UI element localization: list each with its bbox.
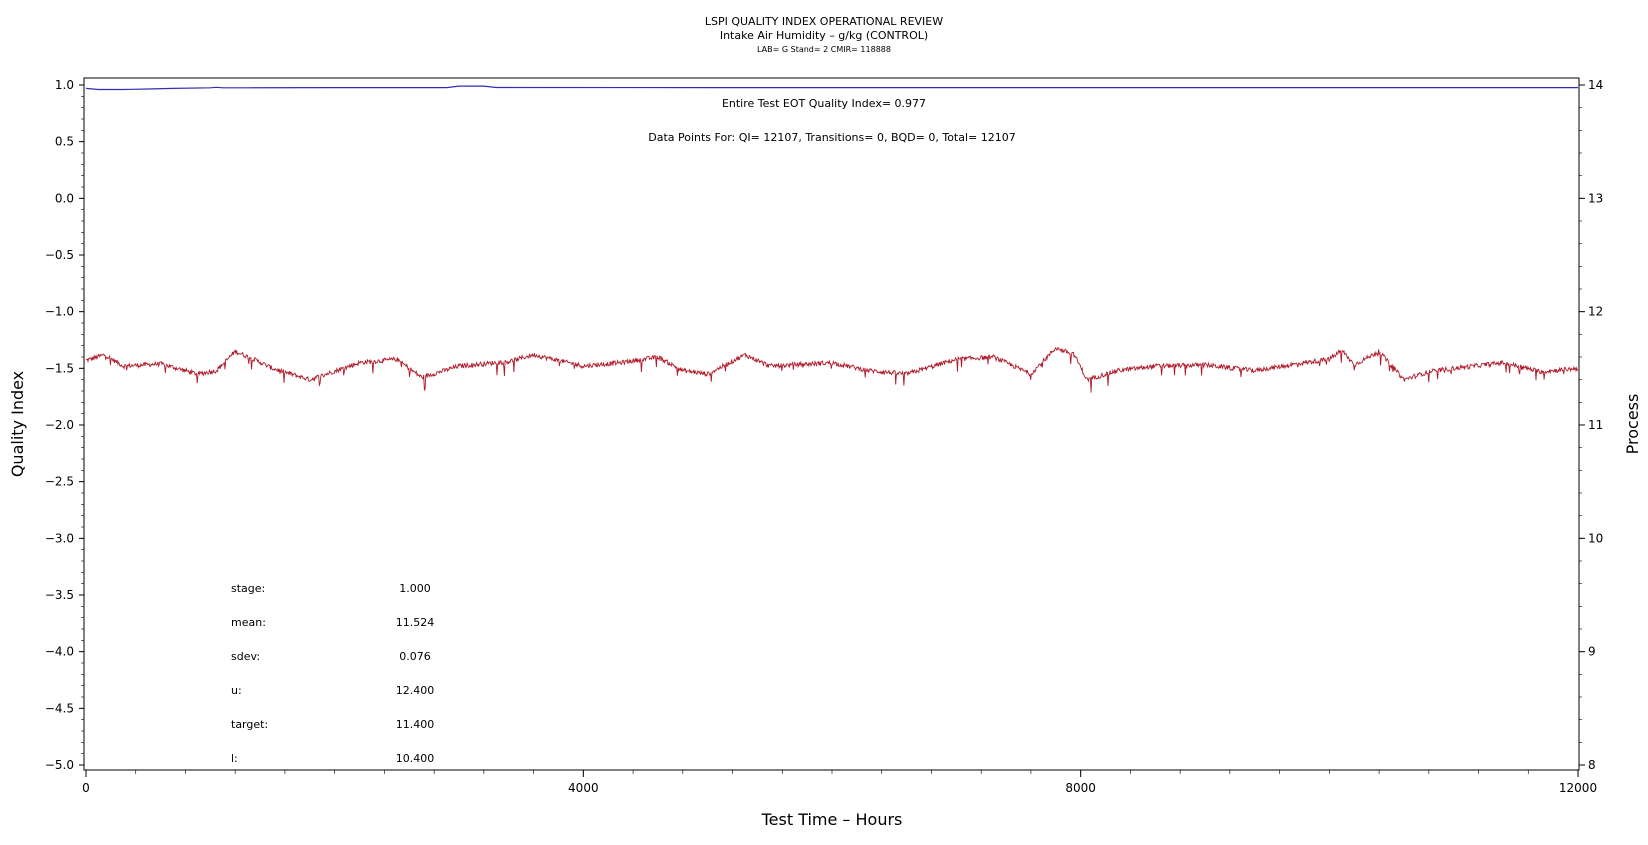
x-tick-label: 12000 xyxy=(1559,781,1597,795)
stat-value: 11.400 xyxy=(396,718,435,731)
stat-value: 1.000 xyxy=(399,582,431,595)
y-tick-label: −2.0 xyxy=(45,418,74,432)
y2-tick-label: 13 xyxy=(1588,191,1603,205)
stats-block: stage: 1.000 mean: 11.524 sdev: 0.076 u: 12.400… xyxy=(231,582,434,765)
x-axis-ticks: 0 4000 8000 12000 xyxy=(82,770,1597,795)
y2-axis-ticks: 14 13 12 11 10 9 8 xyxy=(1579,78,1603,772)
eot-annotation: Entire Test EOT Quality Index= 0.977 xyxy=(722,97,926,110)
y2-tick-label: 10 xyxy=(1588,531,1603,545)
y2-tick-label: 9 xyxy=(1588,645,1596,659)
stat-value: 12.400 xyxy=(396,684,435,697)
stat-value: 10.400 xyxy=(396,752,435,765)
y2-tick-label: 14 xyxy=(1588,78,1603,92)
stat-value: 0.076 xyxy=(399,650,431,663)
y2-tick-label: 11 xyxy=(1588,418,1603,432)
chart-subtitle: Intake Air Humidity – g/kg (CONTROL) xyxy=(720,29,928,42)
x-tick-label: 0 xyxy=(82,781,90,795)
y-tick-label: −1.5 xyxy=(45,361,74,375)
stat-label: l: xyxy=(231,752,238,765)
y-tick-label: −1.0 xyxy=(45,305,74,319)
plot-frame xyxy=(83,77,1580,771)
stat-label: sdev: xyxy=(231,650,260,663)
x-tick-label: 8000 xyxy=(1065,781,1096,795)
stat-label: mean: xyxy=(231,616,266,629)
y2-axis-title: Process xyxy=(1623,394,1642,455)
series-layer xyxy=(85,85,1579,393)
y2-tick-label: 12 xyxy=(1588,305,1603,319)
y-tick-label: −3.0 xyxy=(45,531,74,545)
x-axis-title: Test Time – Hours xyxy=(761,810,903,829)
y-axis-title: Quality Index xyxy=(8,371,27,477)
y-axis-ticks: 1.0 0.5 0.0 −0.5 −1.0 −1.5 −2.0 −2.5 −3.0 −3.5 −4.… xyxy=(45,78,84,772)
stat-label: target: xyxy=(231,718,268,731)
y-tick-label: −0.5 xyxy=(45,248,74,262)
chart-subtitle-2: LAB= G Stand= 2 CMIR= 118888 xyxy=(757,45,891,54)
data-points-annotation: Data Points For: QI= 12107, Transitions=… xyxy=(648,131,1016,144)
y-tick-label: −5.0 xyxy=(45,758,74,772)
quality-index-series-line xyxy=(85,85,1578,91)
y-tick-label: −4.0 xyxy=(45,645,74,659)
process-series-line xyxy=(85,346,1579,393)
y-tick-label: 0.5 xyxy=(55,135,74,149)
stat-value: 11.524 xyxy=(396,616,435,629)
y2-tick-label: 8 xyxy=(1588,758,1596,772)
x-tick-label: 4000 xyxy=(568,781,599,795)
y-tick-label: −3.5 xyxy=(45,588,74,602)
y-tick-label: −2.5 xyxy=(45,475,74,489)
y-tick-label: 1.0 xyxy=(55,78,74,92)
y-tick-label: 0.0 xyxy=(55,191,74,205)
y-tick-label: −4.5 xyxy=(45,701,74,715)
chart-title: LSPI QUALITY INDEX OPERATIONAL REVIEW xyxy=(705,15,943,28)
stat-label: stage: xyxy=(231,582,265,595)
stat-label: u: xyxy=(231,684,242,697)
